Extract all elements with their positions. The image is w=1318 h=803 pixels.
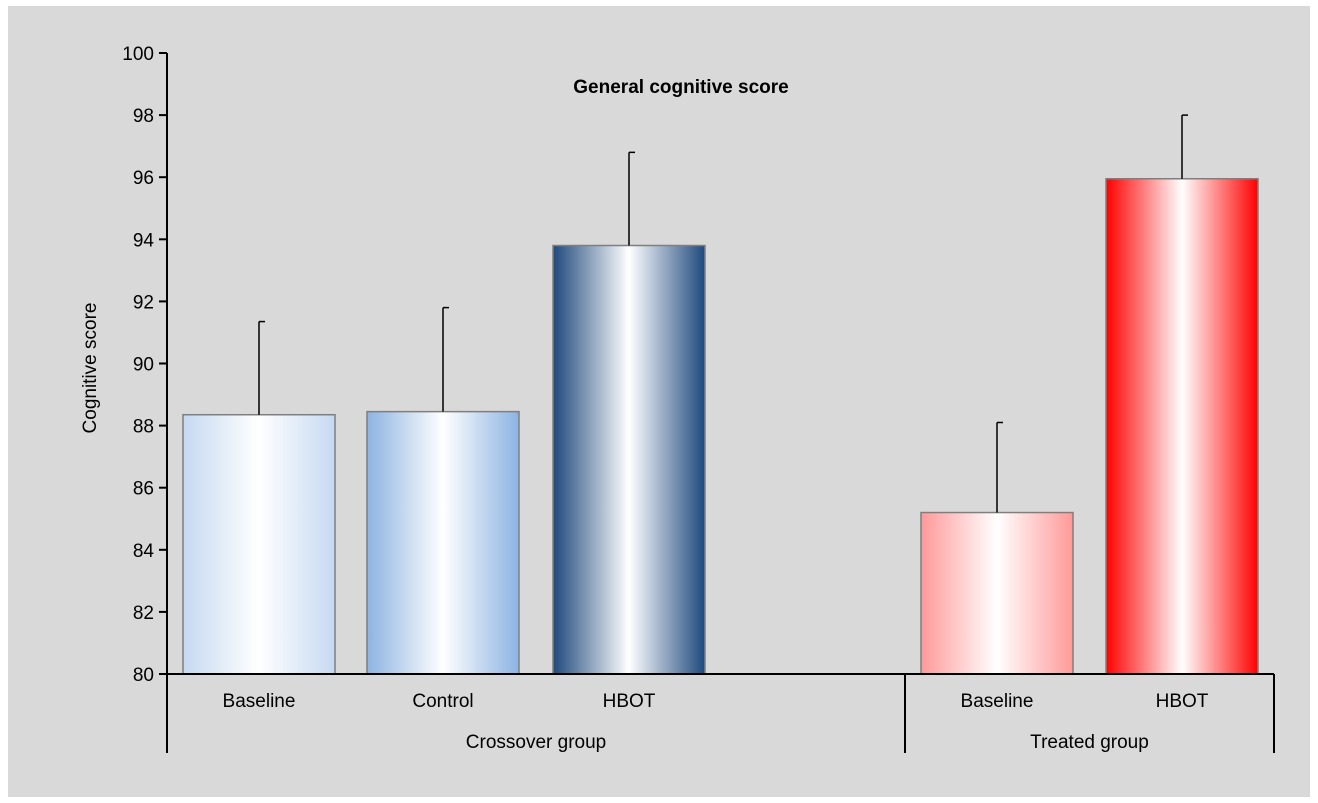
- group-label: Crossover group: [466, 732, 606, 753]
- y-axis: 80 82 84 86 88 90 92 94 96 98 100: [122, 44, 168, 686]
- y-tick-label: 84: [133, 541, 155, 562]
- y-axis-title: Cognitive score: [80, 303, 101, 434]
- group-label: Treated group: [1030, 732, 1149, 753]
- chart-figure: General cognitive score Cognitive score …: [8, 6, 1310, 797]
- bar-treated-group-baseline: [920, 511, 1074, 675]
- y-tick-label: 98: [133, 106, 154, 127]
- y-tick-label: 86: [133, 479, 154, 500]
- chart-title: General cognitive score: [573, 77, 788, 98]
- y-tick-label: 90: [133, 355, 154, 376]
- bar-crossover-group-control: [366, 410, 520, 675]
- bar-crossover-group-baseline: [182, 413, 336, 675]
- x-category-label: HBOT: [603, 691, 656, 712]
- y-tick-label: 88: [133, 417, 154, 438]
- y-tick-label: 80: [133, 665, 154, 686]
- x-category-label: HBOT: [1156, 691, 1209, 712]
- bar-crossover-group-hbot: [552, 244, 706, 675]
- bars: [182, 114, 1259, 675]
- y-tick-label: 94: [133, 230, 155, 251]
- y-tick-label: 96: [133, 168, 154, 189]
- bar-treated-group-hbot: [1105, 178, 1259, 675]
- x-axis: Baseline Control HBOT Baseline HBOT Crossover…: [166, 673, 1275, 753]
- bar-chart: General cognitive score Cognitive score …: [80, 44, 1275, 753]
- x-category-label: Control: [412, 691, 473, 712]
- y-tick-label: 92: [133, 292, 154, 313]
- x-category-label: Baseline: [223, 691, 296, 712]
- x-category-label: Baseline: [961, 691, 1034, 712]
- y-tick-label: 82: [133, 603, 154, 624]
- y-tick-label: 100: [122, 44, 154, 65]
